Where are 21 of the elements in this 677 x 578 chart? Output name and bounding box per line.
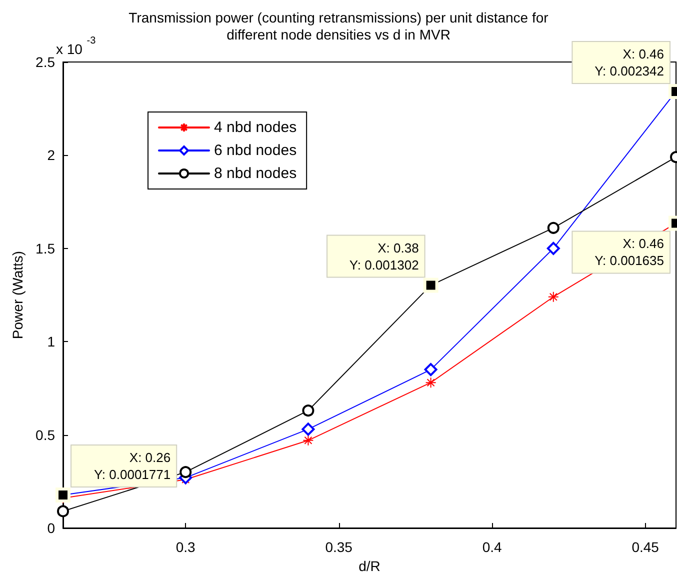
legend-label: 8 nbd nodes	[214, 165, 297, 182]
x-tick-label: 0.4	[482, 539, 502, 555]
y-axis-title: Power (Watts)	[10, 250, 26, 340]
annotation: X: 0.46 Y: 0.001635	[594, 236, 664, 268]
y-tick-label: 2.5	[36, 54, 56, 70]
legend-label: 6 nbd nodes	[214, 142, 297, 159]
legend-label: 4 nbd nodes	[214, 119, 297, 136]
x-tick-label: 0.35	[325, 539, 353, 555]
x-axis-title: d/R	[358, 558, 380, 574]
chart-title: Transmission power (counting retransmissions) per unit distance for different node densities vs d in MVR	[128, 10, 549, 42]
x-tick-label: 0.3	[176, 539, 196, 555]
y-tick-label: 1	[47, 334, 56, 350]
annotation: X: 0.46 Y: 0.002342	[594, 46, 664, 78]
text: x 10-3	[56, 36, 96, 57]
x-tick-label: 0.45	[632, 539, 660, 555]
annotation: X: 0.38 Y: 0.001302	[349, 240, 419, 272]
y-tick-label: 2	[47, 147, 56, 164]
y-tick-label: 0	[47, 520, 56, 536]
annotation: X: 0.26 Y: 0.0001771	[94, 450, 171, 482]
y-tick-label: 0.5	[36, 426, 56, 443]
y-tick-label: 1.5	[36, 240, 56, 256]
